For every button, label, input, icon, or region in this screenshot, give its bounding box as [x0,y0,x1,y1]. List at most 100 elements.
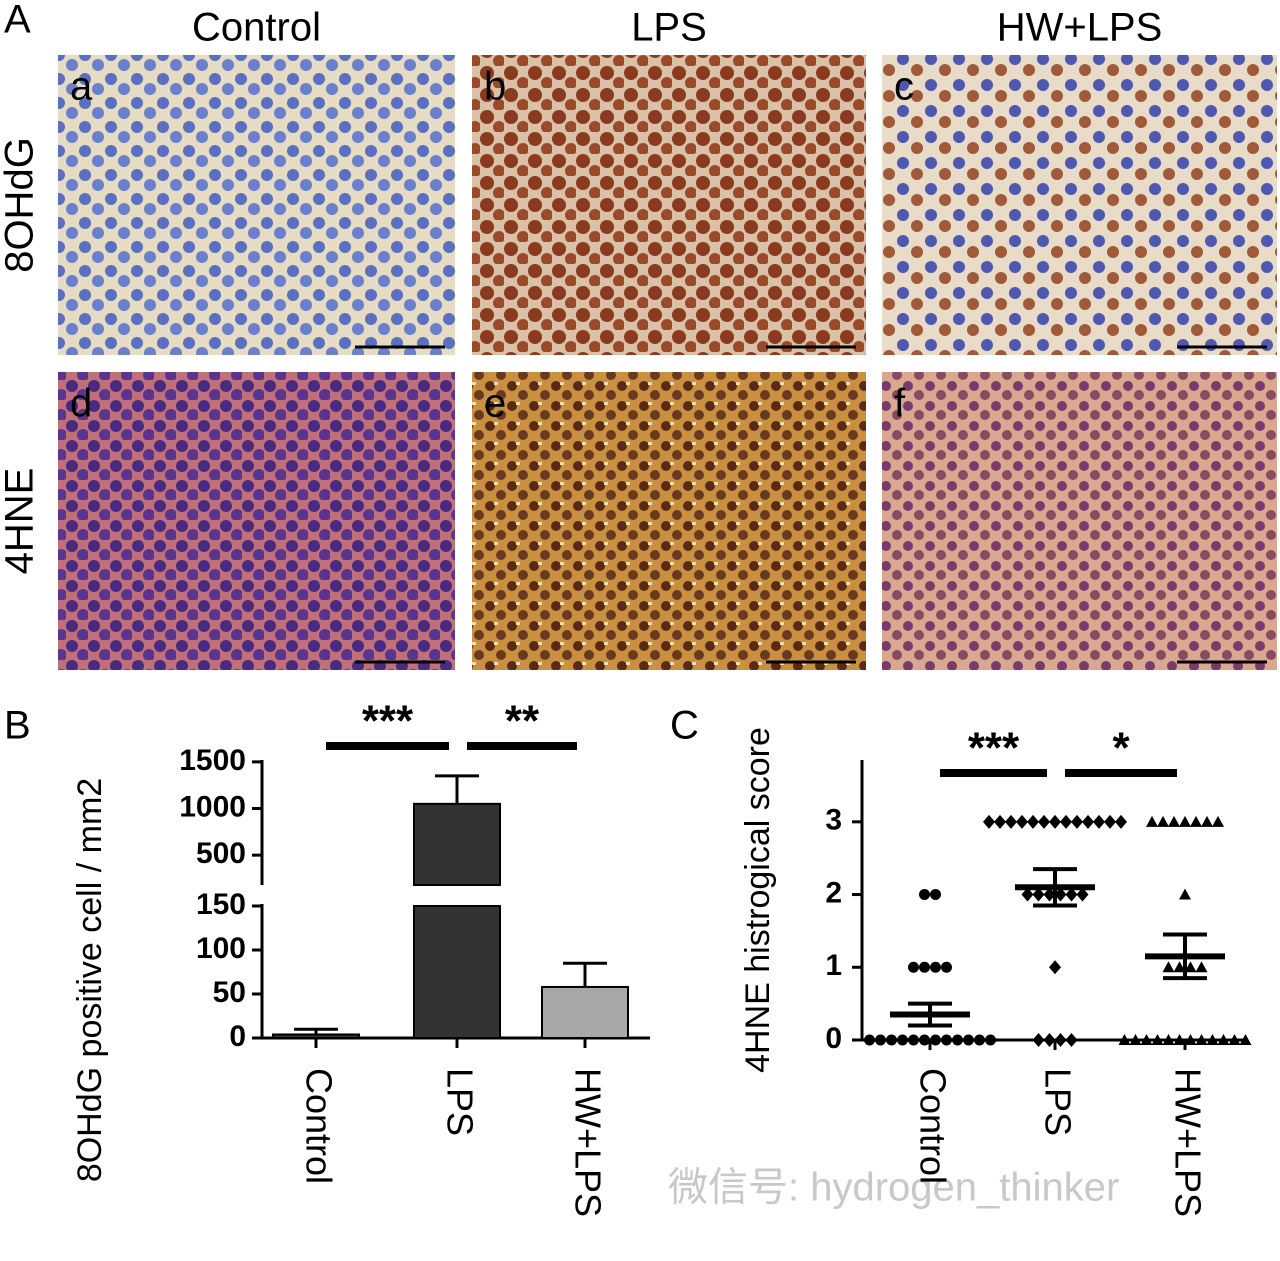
x-tick-label: HW+LPS [1167,1068,1208,1217]
dot [1201,815,1213,827]
micrograph [472,372,866,670]
dot [908,1034,919,1046]
y-tick-label: 100 [196,932,246,965]
dot [1239,1034,1252,1045]
bar [541,985,629,1040]
y-tick-label: 0 [825,1022,842,1055]
dot [1065,887,1078,902]
panel-letter: f [894,382,906,426]
x-tick-label: Control [912,1068,953,1184]
y-axis-label: 4HNE histrogical score [739,727,777,1073]
dot [919,889,930,901]
micrograph [882,372,1277,670]
y-tick-label: 150 [196,888,246,921]
row-label: 4HNE [0,468,42,575]
micrograph [58,55,455,355]
dot [1162,1034,1175,1045]
dot [1071,814,1083,829]
dot [1043,887,1056,902]
watermark: 微信号: hydrogen_thinker [668,1166,1119,1210]
dot [1206,1034,1219,1045]
dot [1076,887,1089,902]
panel-label: C [670,704,699,748]
dot [1065,1033,1078,1047]
panel-letter: e [484,382,506,426]
dot [941,1034,952,1046]
dot [1173,961,1186,973]
dot [1060,814,1072,829]
dot [1016,814,1028,829]
dot [1190,815,1202,827]
dot [1228,1034,1241,1045]
y-tick-label: 1000 [179,790,246,823]
significance-label: * [1112,724,1130,773]
dot [1195,961,1208,973]
panel-letter: a [70,65,93,109]
dot [930,889,941,901]
dot [1115,814,1127,829]
x-tick-label: Control [298,1068,339,1184]
dot [1104,814,1116,829]
dot [875,1034,886,1046]
y-tick-label: 1500 [179,744,246,777]
dot [1038,814,1050,829]
y-tick-label: 2 [825,876,842,909]
dot [1162,961,1175,973]
dot [919,1034,930,1046]
micrographs [58,55,1277,670]
dot [1212,815,1224,827]
dot [1184,1034,1197,1045]
dot [1093,814,1105,829]
micrograph [882,55,1277,355]
significance-label: *** [362,697,414,746]
significance-label: ** [505,697,540,746]
dot [952,1034,963,1046]
dot [930,1034,941,1046]
dot [1118,1034,1131,1045]
dot [1157,815,1169,827]
dot [1054,887,1067,902]
dot [919,961,930,973]
dot [985,1034,996,1046]
y-tick-label: 500 [196,837,246,870]
panel-label: B [4,704,31,748]
dot [1217,1034,1230,1045]
bar [413,905,501,1039]
micrograph [472,55,866,355]
y-tick-label: 50 [213,976,246,1009]
bar-upper [413,802,501,886]
dot [1082,814,1094,829]
dot [1032,887,1045,902]
dot [983,814,995,829]
dot [897,1034,908,1046]
dot [930,961,941,973]
dot [1151,1034,1164,1045]
dot [1179,888,1191,900]
dot [1054,1033,1067,1047]
panel-label: A [4,0,31,42]
dot [974,1034,985,1046]
dot [864,1034,875,1046]
x-tick-label: LPS [1037,1068,1078,1136]
x-tick-label: LPS [439,1068,480,1136]
panel-letter: c [894,65,914,109]
dot [1049,960,1061,975]
y-tick-label: 3 [825,804,842,837]
micrograph [58,372,455,670]
dot [908,961,919,973]
y-axis-label: 8OHdG positive cell / mm2 [71,778,109,1182]
dot [1168,815,1180,827]
y-tick-label: 0 [229,1020,246,1053]
dot [1195,1034,1208,1045]
dot [1032,1033,1045,1047]
dot [1027,814,1039,829]
x-tick-label: HW+LPS [567,1068,608,1217]
dot [1140,1034,1153,1045]
column-title: Control [192,6,321,50]
row-label: 8OHdG [0,137,42,273]
panel-letter: b [484,65,506,109]
y-tick-label: 1 [825,949,842,982]
panel-letter: d [70,382,92,426]
column-title: HW+LPS [997,6,1163,50]
